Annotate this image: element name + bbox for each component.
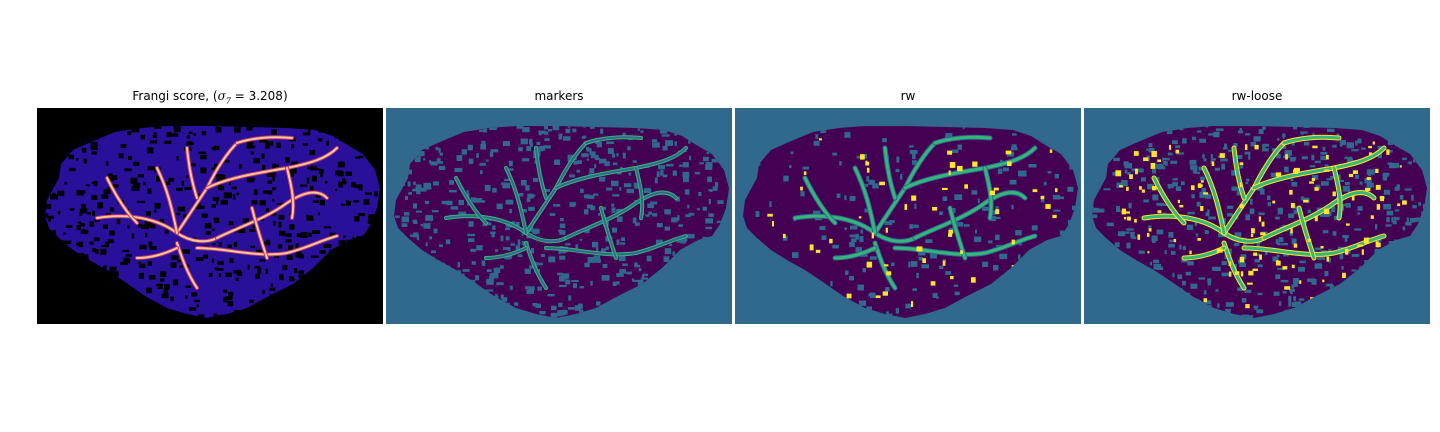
frangi-title-sigma: σ [217,89,226,103]
markers-panel [386,108,732,324]
frangi-title-close: ) [282,89,288,103]
frangi-title-text: Frangi score, ( [132,89,218,103]
panel-title-rw-loose: rw-loose [1231,89,1283,103]
rw-loose-panel [1084,108,1430,324]
markers-image [386,108,732,324]
rw-panel [735,108,1081,324]
panel-title-frangi: Frangi score, (σ7 = 3.208) [37,89,383,105]
frangi-image [37,108,383,324]
panel-title-rw: rw [900,89,916,103]
frangi-title-value: = 3.208 [230,89,283,103]
frangi-title-sub: 7 [225,96,231,106]
rw-loose-image [1084,108,1430,324]
rw-image [735,108,1081,324]
panel-title-markers: markers [534,89,584,103]
frangi-panel [37,108,383,324]
